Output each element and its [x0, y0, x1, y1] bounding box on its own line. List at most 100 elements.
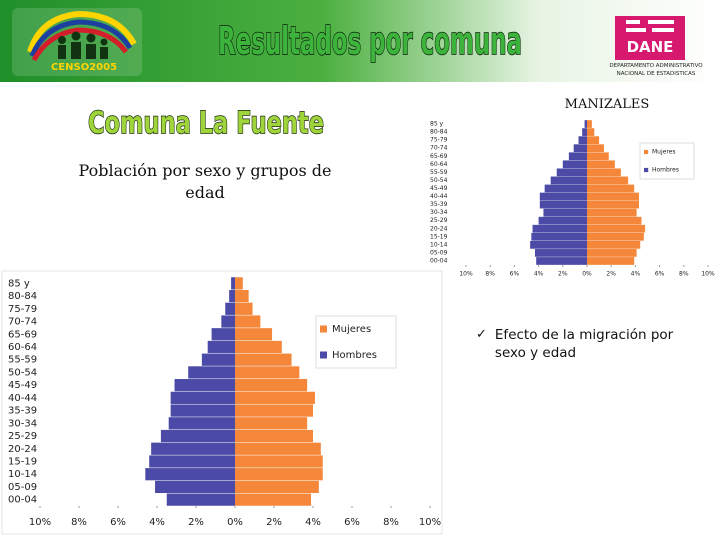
- plot-frame: [1, 270, 443, 535]
- x-tick-label: 8%: [383, 517, 399, 528]
- y-tick-label: 45-49: [430, 185, 448, 192]
- y-tick-label: 20-24: [430, 225, 448, 232]
- x-tick-label: 0%: [582, 271, 592, 278]
- bar: [207, 340, 235, 354]
- bar: [539, 200, 587, 209]
- bar: [538, 216, 587, 225]
- x-tick-label: 2%: [266, 517, 282, 528]
- y-tick-label: 75-79: [8, 304, 37, 315]
- x-tick-label: 10%: [459, 271, 473, 278]
- bar: [235, 277, 243, 290]
- y-tick-label: 10-14: [8, 469, 37, 480]
- census-logo: CENSO2005: [12, 8, 142, 76]
- y-tick-label: 00-04: [430, 257, 448, 264]
- bar: [221, 315, 235, 328]
- bar: [587, 208, 637, 217]
- x-tick-label: 2%: [188, 517, 204, 528]
- logo-text: CENSO2005: [51, 62, 117, 73]
- bar: [587, 224, 646, 233]
- x-tick-label: 10%: [419, 517, 441, 528]
- agency-name: NACIONAL DE ESTADISTICAS: [617, 71, 696, 77]
- x-tick-label: 2%: [606, 271, 616, 278]
- bar: [587, 168, 621, 177]
- y-tick-label: 05-09: [8, 482, 37, 493]
- y-tick-label: 00-04: [8, 495, 37, 506]
- legend-swatch: [644, 149, 649, 155]
- bar: [584, 120, 587, 128]
- bar: [235, 455, 323, 468]
- x-tick-label: 8%: [485, 271, 495, 278]
- x-tick-label: 10%: [29, 517, 51, 528]
- x-tick-label: 6%: [344, 517, 360, 528]
- bar: [587, 128, 595, 136]
- x-tick-label: 4%: [631, 271, 641, 278]
- bar: [235, 417, 308, 430]
- bar: [587, 240, 641, 249]
- legend-box: [639, 142, 695, 180]
- bar: [587, 152, 609, 161]
- y-tick-label: 75-79: [430, 137, 448, 144]
- bar: [587, 216, 642, 225]
- bar: [225, 302, 235, 315]
- header-band: [0, 0, 720, 82]
- x-tick-label: 4%: [534, 271, 544, 278]
- legend-label: Mujeres: [332, 324, 371, 335]
- bar: [211, 328, 235, 341]
- subtitle: Comuna La Fuente: [88, 106, 324, 141]
- bar: [235, 493, 312, 506]
- bar: [530, 240, 587, 249]
- bar: [562, 160, 587, 169]
- dane-text: DANE: [627, 38, 674, 56]
- bar: [235, 480, 319, 494]
- bar: [235, 353, 292, 366]
- bar: [544, 184, 587, 193]
- legend-label: Hombres: [332, 350, 377, 361]
- y-tick-label: 45-49: [8, 380, 37, 391]
- legend-swatch: [644, 167, 649, 173]
- bar: [170, 391, 235, 404]
- x-tick-label: 8%: [679, 271, 689, 278]
- bar: [556, 168, 587, 177]
- bar: [587, 144, 604, 153]
- y-tick-label: 40-44: [8, 393, 37, 404]
- bar: [201, 353, 235, 366]
- agency-name: DEPARTAMENTO ADMINISTRATIVO: [609, 63, 703, 69]
- y-tick-label: 70-74: [8, 317, 37, 328]
- y-tick-label: 85 y: [8, 278, 30, 289]
- bar: [145, 468, 235, 481]
- y-tick-label: 15-19: [430, 233, 448, 240]
- bar: [155, 480, 235, 494]
- y-tick-label: 55-59: [8, 355, 37, 366]
- bar: [587, 176, 629, 185]
- x-tick-label: 6%: [510, 271, 520, 278]
- x-tick-label: 2%: [558, 271, 568, 278]
- bar: [235, 442, 321, 455]
- bar: [235, 404, 313, 417]
- bar: [587, 232, 644, 241]
- y-tick-label: 25-29: [430, 217, 448, 224]
- bar: [235, 340, 282, 354]
- bar: [151, 442, 235, 455]
- bar: [235, 391, 315, 404]
- bar: [231, 277, 235, 290]
- x-tick-label: 0%: [227, 517, 243, 528]
- bar: [235, 429, 313, 443]
- y-tick-label: 65-69: [430, 153, 448, 160]
- bar: [235, 302, 253, 315]
- y-tick-label: 15-19: [8, 456, 37, 467]
- y-tick-label: 60-64: [8, 342, 37, 353]
- bar: [587, 136, 600, 145]
- y-tick-label: 35-39: [430, 201, 448, 208]
- bar: [550, 176, 587, 185]
- bar: [587, 160, 615, 169]
- bar: [235, 315, 261, 328]
- x-tick-label: 6%: [655, 271, 665, 278]
- bar: [170, 404, 235, 417]
- y-tick-label: 30-34: [8, 418, 37, 429]
- dane-logo: DANE: [615, 16, 685, 60]
- bar: [174, 379, 235, 392]
- bar: [539, 192, 587, 201]
- y-tick-label: 20-24: [8, 444, 37, 455]
